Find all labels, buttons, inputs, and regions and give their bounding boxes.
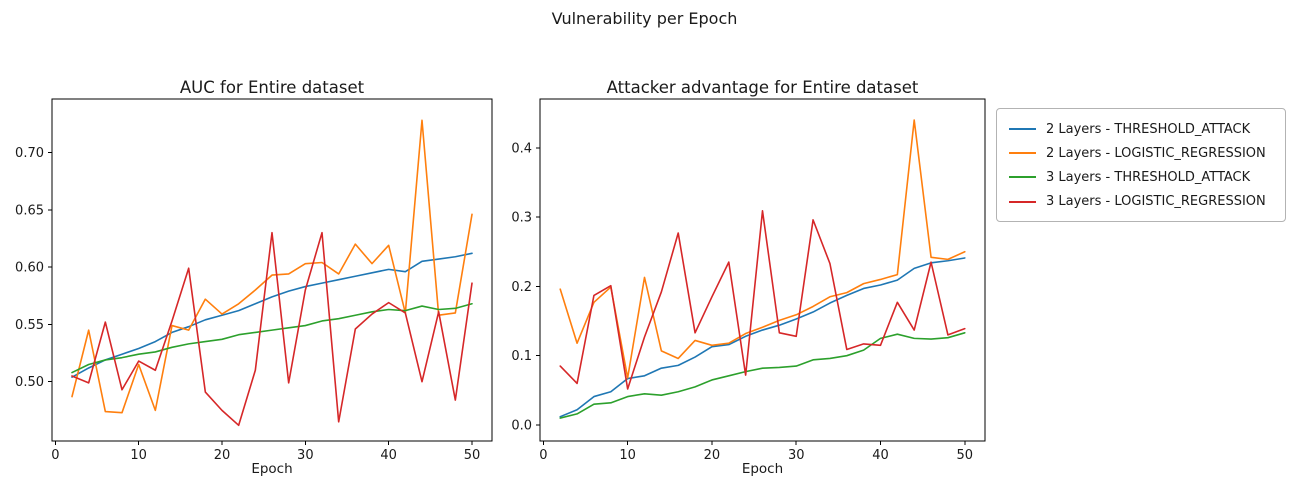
x-tick-label: 10 xyxy=(619,448,636,463)
legend-line-swatch-green xyxy=(1009,176,1036,179)
x-tick-label: 40 xyxy=(872,448,889,463)
series-line xyxy=(559,119,966,379)
y-tick-label: 0.55 xyxy=(15,318,44,333)
y-tick-label: 0.70 xyxy=(15,146,44,161)
legend-line-swatch-red xyxy=(1009,200,1036,203)
x-tick-label: 10 xyxy=(130,448,147,463)
x-tick-label: 0 xyxy=(51,448,59,463)
axes-spine xyxy=(539,98,986,442)
series-line xyxy=(71,119,473,414)
x-tick-label: 30 xyxy=(788,448,805,463)
figure-suptitle: Vulnerability per Epoch xyxy=(551,9,738,28)
y-tick-label: 0.2 xyxy=(511,280,532,295)
legend-item: 3 Layers - THRESHOLD_ATTACK xyxy=(1009,165,1276,189)
series-line xyxy=(559,210,966,390)
legend: 2 Layers - THRESHOLD_ATTACK 2 Layers - L… xyxy=(996,108,1286,222)
y-tick-label: 0.50 xyxy=(15,375,44,390)
legend-item: 2 Layers - LOGISTIC_REGRESSION xyxy=(1009,141,1276,165)
series-line xyxy=(71,252,473,378)
legend-item-label: 3 Layers - LOGISTIC_REGRESSION xyxy=(1046,194,1266,210)
y-tick-label: 0.60 xyxy=(15,261,44,276)
axes-spine xyxy=(51,98,493,442)
left-chart-xlabel: Epoch xyxy=(251,461,293,477)
x-tick-label: 0 xyxy=(539,448,547,463)
legend-line-swatch-orange xyxy=(1009,152,1036,155)
y-tick-label: 0.3 xyxy=(511,211,532,226)
x-tick-label: 50 xyxy=(464,448,481,463)
y-tick-label: 0.0 xyxy=(511,418,532,433)
series-line xyxy=(71,231,473,427)
series-line xyxy=(559,332,966,419)
x-tick-label: 20 xyxy=(214,448,231,463)
y-tick-label: 0.4 xyxy=(511,141,532,156)
legend-item-label: 2 Layers - THRESHOLD_ATTACK xyxy=(1046,121,1251,137)
x-tick-label: 50 xyxy=(956,448,973,463)
y-tick-label: 0.1 xyxy=(511,349,532,364)
legend-item-label: 2 Layers - LOGISTIC_REGRESSION xyxy=(1046,145,1266,161)
legend-line-swatch-blue xyxy=(1009,128,1036,131)
x-tick-label: 40 xyxy=(380,448,397,463)
legend-item-label: 3 Layers - THRESHOLD_ATTACK xyxy=(1046,169,1251,185)
x-tick-label: 20 xyxy=(704,448,721,463)
left-chart-title: AUC for Entire dataset xyxy=(179,78,365,97)
y-tick-label: 0.65 xyxy=(15,203,44,218)
x-tick-label: 30 xyxy=(297,448,314,463)
legend-item: 2 Layers - THRESHOLD_ATTACK xyxy=(1009,117,1276,141)
right-chart-title: Attacker advantage for Entire dataset xyxy=(606,78,919,97)
right-chart-xlabel: Epoch xyxy=(741,461,784,477)
series-line xyxy=(71,302,473,374)
legend-item: 3 Layers - LOGISTIC_REGRESSION xyxy=(1009,190,1276,214)
